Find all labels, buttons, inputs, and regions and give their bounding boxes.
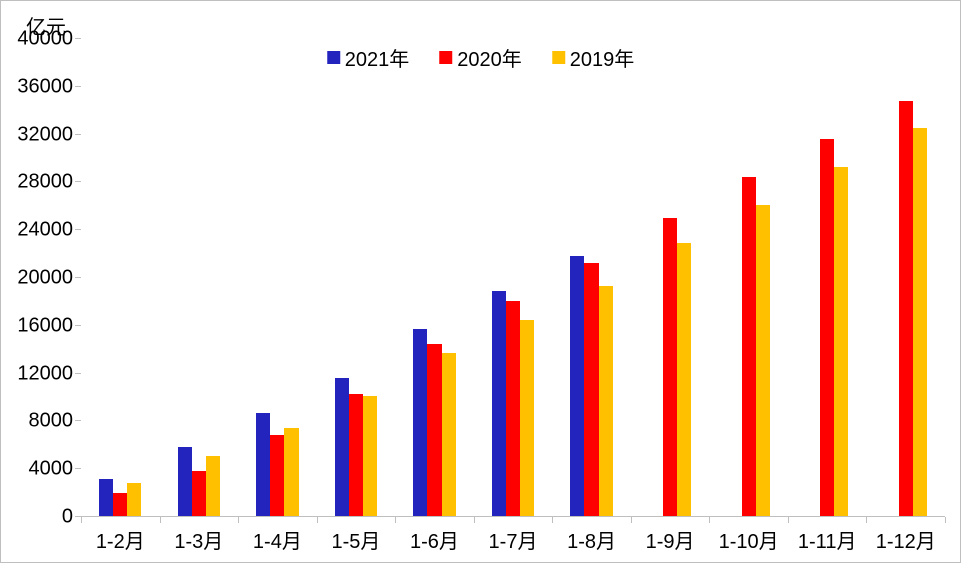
x-tick-label: 1-3月 xyxy=(174,525,223,554)
bar xyxy=(584,263,598,516)
chart-container: 亿元 2021年2020年2019年 040008000120001600020… xyxy=(0,0,961,563)
bar xyxy=(742,177,756,516)
x-tick-mark xyxy=(395,517,396,523)
x-tick-mark xyxy=(788,517,789,523)
bar xyxy=(442,353,456,516)
x-tick-mark xyxy=(474,517,475,523)
bar xyxy=(677,243,691,516)
bar xyxy=(349,394,363,516)
y-tick-label: 36000 xyxy=(17,75,73,98)
y-tick-label: 16000 xyxy=(17,314,73,337)
x-tick-mark xyxy=(160,517,161,523)
x-tick-mark xyxy=(81,517,82,523)
bar xyxy=(913,128,927,516)
x-tick-label: 1-2月 xyxy=(96,525,145,554)
bar xyxy=(113,493,127,516)
bar xyxy=(899,101,913,516)
bar xyxy=(820,139,834,516)
y-tick-label: 40000 xyxy=(17,28,73,51)
x-tick-label: 1-11月 xyxy=(798,525,857,554)
y-tick-label: 12000 xyxy=(17,362,73,385)
bar xyxy=(99,479,113,516)
bar xyxy=(413,329,427,516)
x-tick-label: 1-5月 xyxy=(331,525,380,554)
bar xyxy=(127,483,141,516)
x-tick-label: 1-12月 xyxy=(876,525,936,554)
x-tick-label: 1-7月 xyxy=(489,525,538,554)
x-tick-mark xyxy=(631,517,632,523)
y-tick-label: 28000 xyxy=(17,171,73,194)
x-tick-mark xyxy=(709,517,710,523)
bar xyxy=(663,218,677,516)
y-tick-label: 32000 xyxy=(17,123,73,146)
x-tick-mark xyxy=(552,517,553,523)
bar xyxy=(335,378,349,516)
y-tick-label: 4000 xyxy=(29,458,74,481)
bar xyxy=(492,291,506,516)
x-tick-mark xyxy=(317,517,318,523)
y-tick-label: 20000 xyxy=(17,267,73,290)
bar xyxy=(284,428,298,516)
x-tick-mark xyxy=(945,517,946,523)
bar xyxy=(834,167,848,516)
bar xyxy=(599,286,613,516)
x-axis: 1-2月 1-3月 1-4月 1-5月 1-6月 1-7月 1-8月 1-9月 1-10月 1-1… xyxy=(81,517,945,562)
y-tick-label: 24000 xyxy=(17,219,73,242)
x-tick-label: 1-10月 xyxy=(719,525,779,554)
bar xyxy=(520,320,534,516)
y-tick-label: 8000 xyxy=(29,410,74,433)
bar xyxy=(206,456,220,516)
bar xyxy=(363,396,377,516)
x-tick-label: 1-6月 xyxy=(410,525,459,554)
x-tick-label: 1-8月 xyxy=(567,525,616,554)
bar xyxy=(570,256,584,516)
bar xyxy=(178,447,192,516)
x-tick-mark xyxy=(238,517,239,523)
x-tick-label: 1-4月 xyxy=(253,525,302,554)
x-tick-label: 1-9月 xyxy=(646,525,695,554)
bar xyxy=(756,205,770,516)
bar xyxy=(256,413,270,516)
bar xyxy=(192,471,206,516)
plot-area xyxy=(81,39,945,517)
x-tick-mark xyxy=(866,517,867,523)
bar xyxy=(427,344,441,516)
bar xyxy=(270,435,284,516)
bar xyxy=(506,301,520,516)
y-axis: 0400080001200016000200002400028000320003… xyxy=(1,39,81,517)
y-tick-label: 0 xyxy=(62,506,73,529)
